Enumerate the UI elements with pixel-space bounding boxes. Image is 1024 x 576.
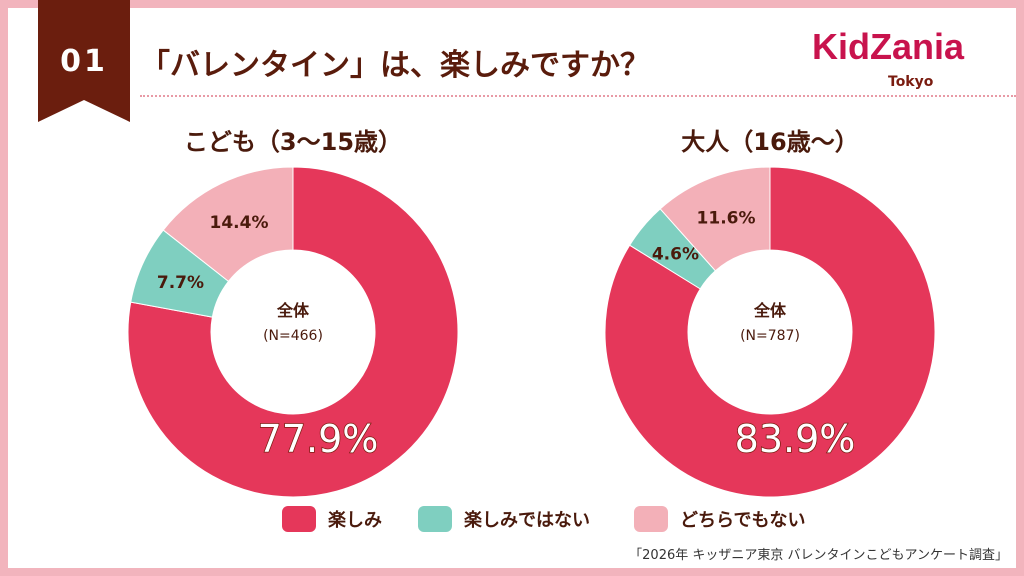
badge-number: 01 bbox=[60, 44, 108, 79]
page-title: 「バレンタイン」は、楽しみですか？ bbox=[140, 48, 650, 83]
legend-swatch bbox=[634, 506, 668, 532]
chart-title-adults: 大人（16歳〜） bbox=[681, 128, 859, 156]
data-label: 4.6% bbox=[652, 245, 699, 265]
donut-slice bbox=[604, 166, 936, 498]
legend-item: どちらでもない bbox=[634, 506, 805, 532]
logo-sub: Tokyo bbox=[888, 74, 934, 90]
center-label: 全体 bbox=[753, 301, 787, 320]
legend-label: 楽しみ bbox=[328, 510, 382, 531]
kidzania-logo: KidZania bbox=[812, 26, 965, 67]
chart-title-children: こども（3〜15歳） bbox=[183, 128, 403, 156]
donut-slice bbox=[127, 166, 459, 498]
donut-slice bbox=[162, 166, 294, 283]
data-label: 11.6% bbox=[697, 209, 756, 229]
legend-label: 楽しみではない bbox=[464, 510, 590, 531]
legend-label: どちらでもない bbox=[680, 510, 806, 531]
data-label: 7.7% bbox=[157, 273, 204, 293]
center-label: 全体 bbox=[276, 301, 310, 320]
legend-swatch bbox=[282, 506, 316, 532]
data-label: 14.4% bbox=[210, 213, 269, 233]
legend-item: 楽しみ bbox=[282, 506, 382, 532]
center-n: (N=466) bbox=[263, 328, 323, 344]
legend-swatch bbox=[418, 506, 452, 532]
legend-item: 楽しみではない bbox=[418, 506, 590, 532]
divider bbox=[140, 95, 1016, 97]
data-label: 83.9% bbox=[735, 417, 856, 461]
source-note: 「2026年 キッザニア東京 バレンタインこどもアンケート調査」 bbox=[629, 548, 1008, 563]
center-n: (N=787) bbox=[740, 328, 800, 344]
data-label: 77.9% bbox=[258, 417, 379, 461]
donut-slice bbox=[659, 166, 771, 272]
